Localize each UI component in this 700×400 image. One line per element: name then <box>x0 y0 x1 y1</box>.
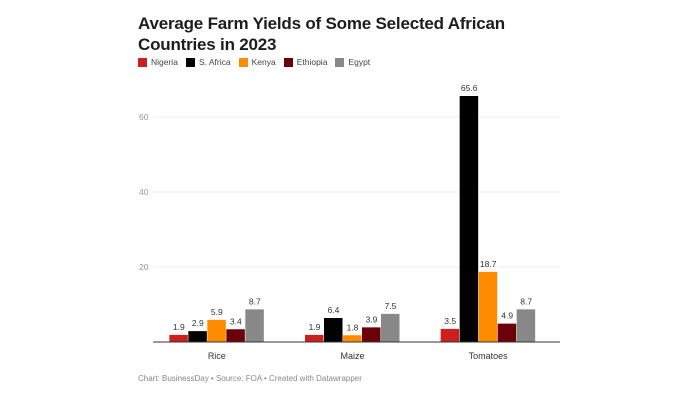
legend-swatch <box>238 57 248 67</box>
bar-kenya-rice <box>207 319 226 342</box>
data-label: 1.8 <box>347 322 359 332</box>
bar-s-africa-tomatoes <box>459 96 479 342</box>
data-label: 2.9 <box>192 318 204 328</box>
y-tick-label: 20 <box>139 262 149 272</box>
data-label: 4.9 <box>501 311 513 321</box>
data-label: 3.5 <box>444 316 456 326</box>
data-label: 6.4 <box>328 305 340 315</box>
x-tick-label: Rice <box>208 351 226 361</box>
chart-footer: Chart: BusinessDay • Source: FOA • Creat… <box>138 374 362 383</box>
bar-ethiopia-maize <box>362 327 381 342</box>
legend-swatch <box>283 57 293 67</box>
legend-label: Kenya <box>251 57 276 67</box>
bar-egypt-tomatoes <box>516 309 536 342</box>
bar-s-africa-maize <box>324 318 343 342</box>
data-label: 18.7 <box>480 259 497 269</box>
data-label: 1.9 <box>309 322 321 332</box>
legend-item: Ethiopia <box>283 57 328 67</box>
bar-ethiopia-rice <box>226 329 245 342</box>
bar-nigeria-tomatoes <box>440 328 460 342</box>
bar-nigeria-maize <box>305 334 324 342</box>
legend-swatch <box>335 57 345 67</box>
legend-label: S. Africa <box>198 57 231 67</box>
bar-egypt-maize <box>381 313 400 342</box>
legend-item: Kenya <box>238 57 276 67</box>
y-tick-label: 40 <box>139 187 149 197</box>
bar-ethiopia-tomatoes <box>497 323 517 342</box>
bar-egypt-rice <box>245 309 264 342</box>
y-tick-label: 60 <box>139 112 149 122</box>
legend-swatch <box>185 57 195 67</box>
data-label: 3.4 <box>230 316 242 326</box>
data-label: 5.9 <box>211 307 223 317</box>
bar-kenya-maize <box>343 335 362 342</box>
bar-s-africa-rice <box>188 331 207 342</box>
legend-label: Nigeria <box>151 57 178 67</box>
data-label: 65.6 <box>461 83 478 93</box>
chart-title: Average Farm Yields of Some Selected Afr… <box>138 14 505 54</box>
legend-item: S. Africa <box>185 57 231 67</box>
legend-label: Ethiopia <box>296 57 328 67</box>
data-label: 7.5 <box>385 301 397 311</box>
legend-item: Nigeria <box>138 57 178 67</box>
legend-swatch <box>138 57 147 67</box>
data-label: 8.7 <box>520 296 532 306</box>
bar-kenya-tomatoes <box>478 271 498 342</box>
x-tick-label: Tomatoes <box>469 351 509 361</box>
data-label: 1.9 <box>173 322 185 332</box>
x-tick-label: Maize <box>340 351 364 361</box>
bar-nigeria-rice <box>169 334 188 342</box>
legend: Nigeria S. Africa Kenya Ethiopia Egypt <box>138 57 370 67</box>
legend-label: Egypt <box>348 57 371 67</box>
data-label: 3.9 <box>366 314 378 324</box>
legend-item: Egypt <box>335 57 370 67</box>
data-label: 8.7 <box>249 296 261 306</box>
